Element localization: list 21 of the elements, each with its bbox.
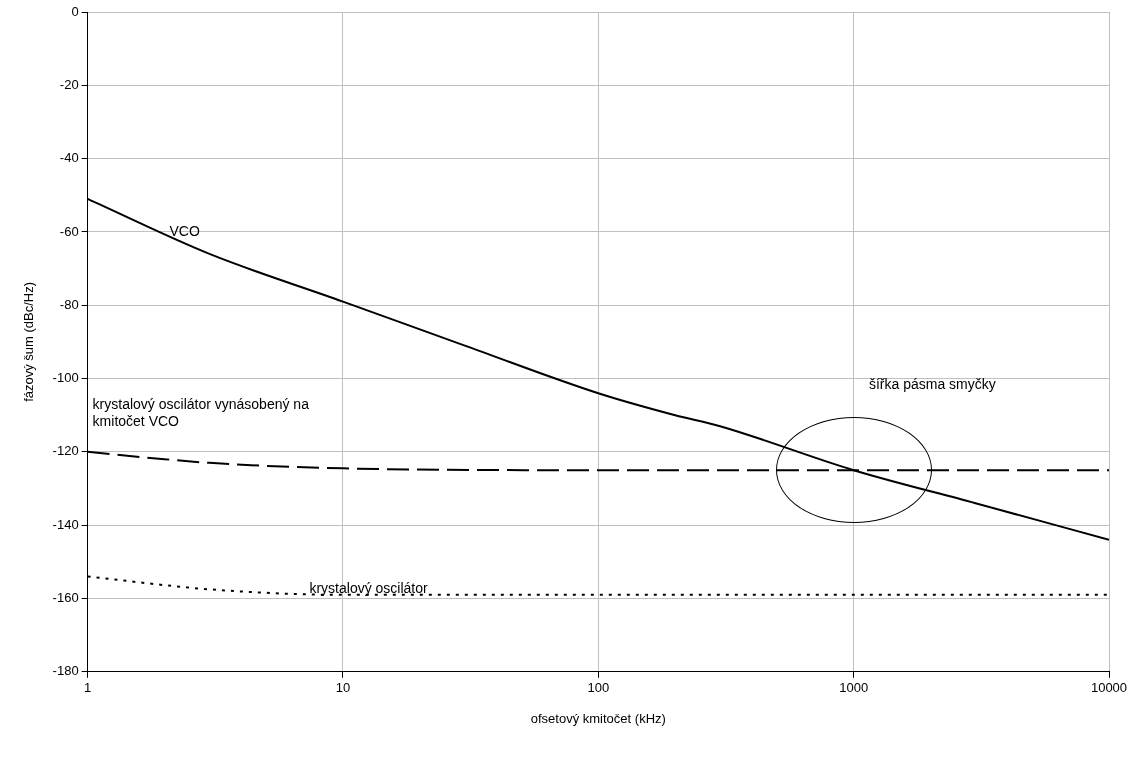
- series-label: krystalový oscilátor vynásobený na kmitočet VCO: [92, 395, 310, 429]
- y-tick-label: -180: [52, 663, 79, 679]
- y-tick-label: -160: [52, 590, 79, 606]
- x-tick-label: 10: [335, 680, 351, 696]
- y-tick-label: -20: [59, 76, 79, 92]
- y-tick-label: -120: [52, 443, 79, 459]
- series-label: krystalový oscilátor: [309, 580, 429, 597]
- x-tick-label: 10000: [1090, 680, 1128, 696]
- y-tick-label: -100: [52, 370, 79, 386]
- y-tick-label: -60: [59, 223, 79, 239]
- y-tick-label: -80: [59, 296, 79, 312]
- series-label: VCO: [169, 222, 200, 239]
- annotation: šířka pásma smyčky: [868, 375, 996, 392]
- x-tick-label: 1: [84, 680, 92, 696]
- x-tick-label: 1000: [839, 680, 869, 696]
- y-tick-label: -40: [59, 150, 79, 166]
- y-axis-title: fázový šum (dBc/Hz): [21, 281, 37, 402]
- x-tick-label: 100: [587, 680, 610, 696]
- x-axis-title: ofsetový kmitočet (kHz): [530, 710, 666, 726]
- y-tick-label: -140: [52, 516, 79, 532]
- y-tick-label: 0: [71, 3, 79, 19]
